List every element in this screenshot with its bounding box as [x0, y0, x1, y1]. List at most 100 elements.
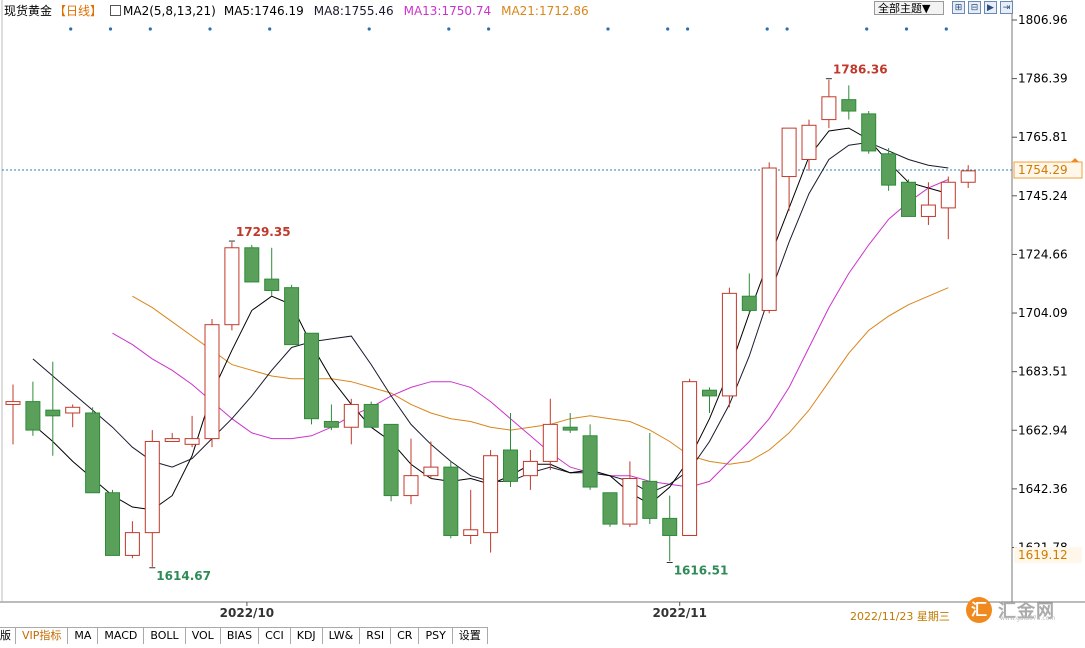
zoom-in-button[interactable]: ⊞	[952, 1, 965, 14]
y-tick-label-6: 1683.51	[1018, 365, 1068, 379]
y-tick-label-3: 1745.24	[1018, 189, 1068, 203]
grid-lines	[0, 0, 1085, 603]
ma-title: MA2(5,8,13,21)	[110, 4, 216, 18]
candle-36	[721, 287, 737, 408]
candle-32	[642, 432, 658, 525]
ma-value-1: MA8:1755.46	[313, 3, 394, 18]
candle-body-38	[761, 167, 777, 311]
ma-value-0: MA5:1746.19	[223, 3, 304, 18]
candle-body-25	[503, 449, 518, 482]
candle-body-28	[562, 426, 578, 431]
tab-3[interactable]: MACD	[97, 627, 145, 644]
candle-19	[383, 423, 399, 502]
ma-value-2: MA13:1750.74	[403, 3, 492, 18]
candle-24	[483, 450, 499, 553]
candle-2	[45, 361, 61, 456]
candle-body-12	[244, 247, 260, 283]
y-tick-label-0: 1806.96	[1018, 13, 1068, 27]
candle-body-24	[483, 455, 499, 534]
candle-26	[522, 450, 538, 490]
candle-body-2	[45, 409, 61, 417]
tab-4[interactable]: BOLL	[143, 627, 186, 644]
event-dot-8	[606, 27, 610, 31]
price-annotations: 1614.67 1729.35 1616.51 1786.36	[149, 63, 888, 583]
tab-13[interactable]: 设置	[451, 627, 488, 644]
candle-body-47	[940, 181, 956, 209]
tab-5[interactable]: VOL	[184, 627, 221, 644]
tab-9[interactable]: LW&	[321, 627, 361, 644]
x-axis: 2022/10 2022/11	[220, 602, 707, 620]
candle-body-16	[323, 421, 339, 428]
candle-body-20	[403, 475, 419, 497]
current-price-box	[1013, 161, 1083, 179]
candle-21	[423, 441, 439, 479]
candle-body-1	[25, 401, 41, 431]
candle-8	[164, 432, 180, 442]
y-tick-label-7: 1662.94	[1018, 423, 1068, 437]
candle-body-31	[622, 478, 638, 525]
tab-0[interactable]: 版	[0, 627, 16, 644]
event-dot-12	[785, 27, 789, 31]
candle-14	[284, 284, 300, 346]
tab-6[interactable]: BIAS	[219, 627, 260, 644]
ma-values: MA5:1746.19 MA8:1755.46 MA13:1750.74 MA21:1…	[224, 4, 589, 18]
event-dot-9	[666, 27, 670, 31]
ma-box-icon[interactable]	[110, 4, 122, 16]
candle-10	[204, 318, 220, 448]
end-button[interactable]: ⇥	[1000, 1, 1013, 14]
candle-body-11	[224, 247, 240, 326]
period-label[interactable]: 【日线】	[54, 4, 103, 18]
candle-body-5	[105, 492, 120, 556]
candle-47	[940, 176, 956, 240]
tab-1[interactable]: VIP指标	[15, 627, 69, 644]
tab-11[interactable]: CR	[390, 627, 420, 644]
candle-20	[403, 438, 419, 505]
candle-4	[85, 407, 101, 494]
symbol-title: 现货黄金	[4, 4, 53, 18]
y-axis: 1806.96 1786.39 1765.81 1745.24 1724.66 1704.…	[1012, 13, 1083, 564]
candle-6	[124, 521, 140, 559]
event-dot-2	[148, 27, 152, 31]
candle-9	[184, 415, 200, 448]
candle-body-13	[264, 278, 280, 292]
candle-7	[144, 430, 160, 567]
candle-body-27	[542, 423, 558, 462]
candle-body-48	[960, 170, 976, 183]
candle-45	[901, 179, 916, 217]
tab-7[interactable]: CCI	[258, 627, 291, 644]
y-tick-label-2: 1765.81	[1018, 130, 1068, 144]
candle-body-44	[881, 153, 897, 186]
candle-15	[304, 332, 319, 425]
candle-body-10	[204, 324, 220, 440]
candle-3	[65, 404, 81, 428]
candle-17	[343, 398, 359, 445]
current-price-arrow	[1071, 158, 1079, 163]
theme-dropdown[interactable]: 全部主题▼	[874, 1, 944, 15]
candle-34	[682, 378, 698, 536]
play-button[interactable]: ▶	[984, 1, 997, 14]
candle-33	[662, 495, 678, 562]
low-marker-label: 1619.12	[1018, 548, 1068, 562]
tab-10[interactable]: RSI	[359, 627, 392, 644]
candle-37	[741, 273, 757, 314]
logo-icon: 汇	[966, 597, 992, 623]
candle-body-29	[582, 435, 598, 488]
candle-1	[25, 381, 41, 436]
candle-body-36	[721, 292, 737, 397]
candle-body-14	[284, 287, 300, 346]
event-dot-3	[208, 27, 212, 31]
zoom-out-button[interactable]: ⊟	[968, 1, 981, 14]
tab-8[interactable]: KDJ	[289, 627, 323, 644]
logo-text: 汇金网	[998, 601, 1055, 622]
candle-body-17	[343, 403, 359, 428]
candle-body-40	[801, 124, 817, 160]
tab-2[interactable]: MA	[67, 627, 99, 644]
low-marker-box	[1014, 547, 1082, 564]
candle-body-30	[602, 492, 618, 525]
event-dots	[69, 27, 948, 31]
y-tick-label-5: 1704.09	[1018, 306, 1068, 320]
candle-body-39	[781, 127, 797, 178]
annot-label-2: 1616.51	[674, 564, 729, 578]
y-tick-label-8: 1642.36	[1018, 482, 1068, 496]
tab-12[interactable]: PSY	[418, 627, 453, 644]
